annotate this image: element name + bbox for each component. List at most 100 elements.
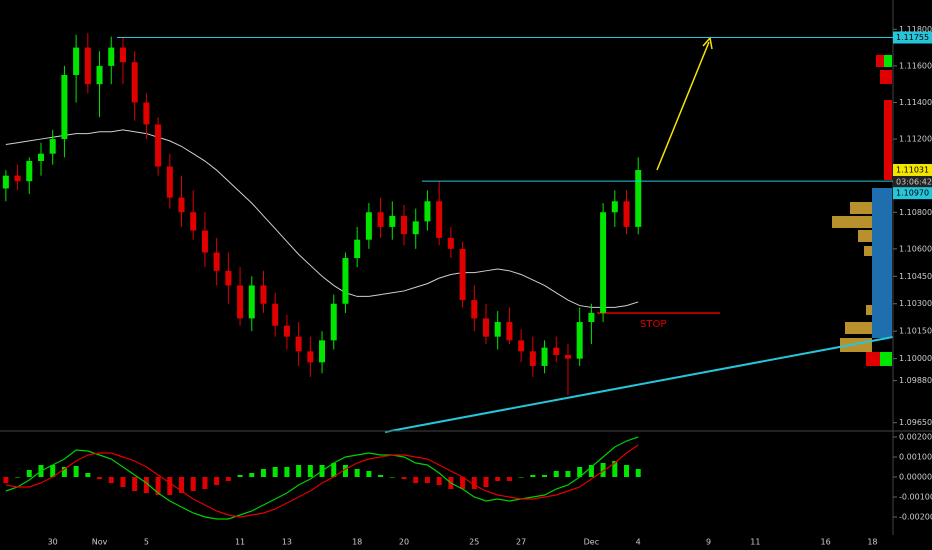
candle-body [213, 252, 220, 271]
y-tick-label: 1.10450 [899, 272, 932, 281]
profile-bar [832, 216, 872, 228]
histogram-bar [565, 471, 571, 477]
candle-body [424, 201, 431, 222]
candle-body [459, 248, 466, 301]
profile-bar [876, 55, 886, 67]
candle-body [330, 303, 337, 341]
histogram-bar [401, 477, 407, 479]
price-tag [893, 31, 932, 44]
candle-body [190, 212, 197, 231]
x-tick-label: 18 [867, 538, 877, 547]
histogram-bar [354, 469, 360, 477]
macd-line [5, 436, 639, 520]
candle-body [166, 166, 173, 198]
candle-body [225, 270, 232, 286]
moving-average [5, 129, 639, 308]
candle-body [389, 215, 396, 227]
last-price-label: 1.11031 [896, 165, 929, 174]
profile-bar [884, 100, 892, 180]
candle-body [494, 322, 501, 337]
y-tick-label: 0.00000 [899, 473, 932, 482]
candle-body [73, 47, 80, 76]
x-tick-label: 13 [282, 538, 292, 547]
histogram-bar [542, 475, 548, 477]
x-tick-label: 16 [820, 538, 830, 547]
y-tick-label: 1.10150 [899, 327, 932, 336]
x-tick-label: 9 [706, 538, 711, 547]
candle-body [541, 347, 548, 366]
x-tick-label: 25 [469, 538, 479, 547]
target-arrow [656, 41, 710, 171]
countdown-tag [893, 175, 932, 187]
candle-body [354, 239, 361, 258]
profile-bar [866, 305, 872, 315]
histogram-bar [495, 477, 501, 481]
x-tick-label: 27 [516, 538, 526, 547]
candle-body [248, 285, 255, 319]
y-tick-label: 1.11800 [899, 25, 932, 34]
y-tick-label: 0.00200 [899, 433, 932, 442]
y-tick-label: 1.10600 [899, 244, 932, 253]
candle-body [155, 124, 162, 167]
histogram-bar [143, 477, 149, 493]
x-tick-label: 30 [48, 538, 58, 547]
profile-bar [884, 55, 892, 67]
y-tick-label: 1.09880 [899, 376, 932, 385]
histogram-bar [284, 467, 290, 477]
histogram-bar [120, 477, 126, 487]
histogram-bar [260, 469, 266, 477]
histogram-bar [225, 477, 231, 481]
histogram-bar [436, 477, 442, 485]
histogram-bar [506, 477, 512, 481]
histogram-bar [85, 473, 91, 477]
histogram-bar [635, 469, 641, 477]
profile-bar [864, 246, 872, 256]
histogram-bar [460, 477, 466, 489]
candle-body [108, 47, 115, 66]
y-tick-label: 0.00100 [899, 453, 932, 462]
price-tag-label: 1.11755 [896, 33, 929, 42]
histogram-bar [190, 477, 196, 491]
histogram-bar [237, 475, 243, 477]
candle-body [623, 201, 630, 227]
histogram-bar [424, 477, 430, 483]
candle-body [295, 336, 302, 352]
price-tag [893, 187, 932, 200]
countdown: 03:06:42 [896, 177, 932, 186]
histogram-bar [296, 465, 302, 477]
candle-body [564, 354, 571, 359]
profile-bar [845, 322, 872, 334]
candle-body [377, 212, 384, 227]
histogram-bar [15, 477, 21, 478]
histogram-bar [471, 477, 477, 489]
x-tick-label: 20 [399, 538, 409, 547]
profile-bar [880, 352, 892, 366]
candle-body [119, 47, 126, 63]
candle-body [482, 318, 489, 337]
candle-body [576, 322, 583, 359]
candle-body [553, 347, 560, 355]
y-tick-label: 1.10800 [899, 208, 932, 217]
y-tick-label: -0.00100 [899, 493, 932, 502]
candle-body [436, 201, 443, 238]
profile-bar [872, 188, 892, 338]
candle-body [26, 161, 33, 182]
y-tick-label: 1.11400 [899, 98, 932, 107]
histogram-bar [249, 473, 255, 477]
candle-body [131, 62, 138, 103]
histogram-bar [588, 465, 594, 477]
histogram-bar [389, 477, 395, 478]
x-tick-label: 11 [235, 538, 245, 547]
x-tick-label: 11 [750, 538, 760, 547]
candle-body [506, 322, 513, 341]
candle-body [518, 340, 525, 352]
candle-body [588, 312, 595, 323]
trend-line [384, 336, 894, 433]
histogram-bar [518, 477, 524, 478]
histogram-bar [612, 461, 618, 477]
histogram-bar [307, 465, 313, 477]
candle-body [283, 325, 290, 337]
candle-body [96, 65, 103, 85]
candle-body [260, 285, 267, 304]
profile-bar [880, 70, 892, 84]
